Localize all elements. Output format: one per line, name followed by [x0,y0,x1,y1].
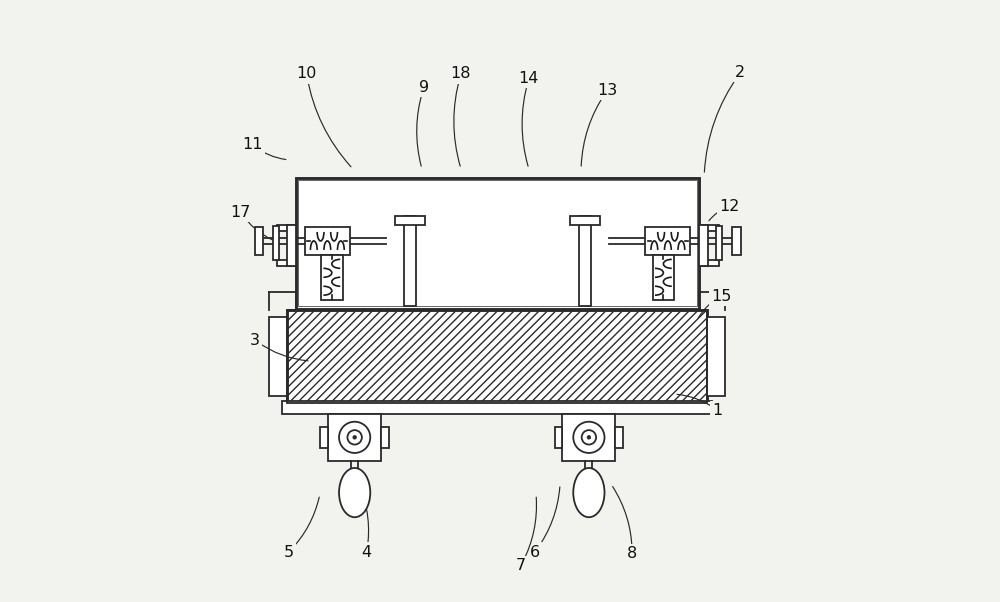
Bar [301,309,695,310]
Text: 14: 14 [519,71,539,86]
Bar [320,427,328,448]
Text: 2: 2 [735,65,745,80]
Bar [579,216,591,306]
Text: 11: 11 [242,137,263,152]
Ellipse shape [339,468,370,517]
Bar [277,259,296,265]
Bar [716,226,722,259]
Bar [296,178,699,309]
Text: 5: 5 [284,545,294,559]
Text: 6: 6 [530,545,540,559]
Bar [562,414,615,461]
Text: 17: 17 [230,205,251,220]
Bar [328,414,381,461]
Text: 1: 1 [712,403,723,418]
Bar [555,427,562,448]
Circle shape [353,435,356,439]
Bar [732,227,741,255]
Text: 7: 7 [516,558,526,573]
Bar [653,255,674,300]
Text: 8: 8 [627,546,637,560]
Ellipse shape [573,468,605,517]
Bar [395,216,425,225]
Bar [404,216,416,306]
Bar [570,216,600,225]
Bar [287,310,707,403]
Circle shape [573,422,605,453]
Bar [645,227,690,255]
Text: 9: 9 [419,80,429,95]
Text: 12: 12 [719,199,740,214]
Text: 13: 13 [597,83,617,98]
Text: 10: 10 [296,66,317,81]
Circle shape [339,422,370,453]
Circle shape [582,430,596,444]
Text: 4: 4 [362,545,372,559]
Bar [615,427,623,448]
Text: 3: 3 [250,332,260,347]
Text: 15: 15 [711,289,731,303]
Bar [298,180,697,306]
Bar [699,225,719,231]
Bar [321,255,343,300]
Circle shape [347,430,362,444]
Bar [699,259,719,265]
Bar [282,401,712,414]
Bar [269,317,287,396]
Bar [287,310,707,403]
Bar [699,225,708,265]
Bar [273,226,279,259]
Text: 18: 18 [451,66,471,81]
Bar [707,317,725,396]
Bar [305,227,350,255]
Bar [381,427,389,448]
Bar [255,227,263,255]
Bar [277,225,296,231]
Circle shape [587,435,591,439]
Bar [287,225,296,265]
